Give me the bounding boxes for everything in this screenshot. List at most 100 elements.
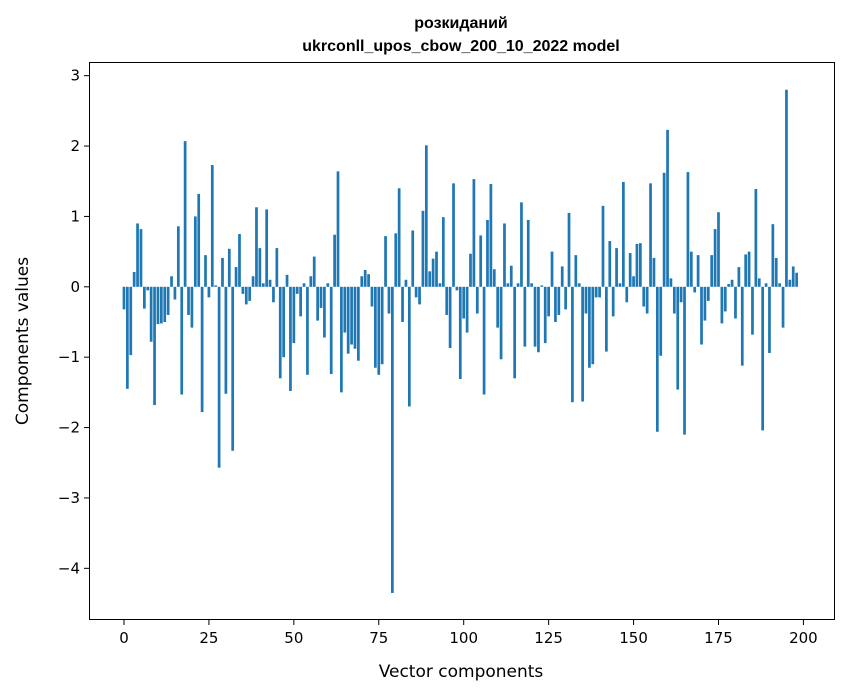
bar [645, 286, 649, 314]
bar [272, 286, 275, 303]
bar [523, 286, 527, 347]
bar [207, 286, 211, 298]
bar [217, 286, 221, 468]
bar [418, 286, 421, 305]
bar [588, 286, 591, 368]
bar [605, 286, 608, 352]
bar [771, 224, 775, 287]
bar [282, 286, 285, 358]
bar [221, 257, 224, 287]
bar [143, 286, 146, 309]
bar [679, 286, 683, 303]
bar [438, 283, 442, 287]
bar [564, 286, 567, 310]
bar [516, 283, 520, 287]
y-tick-label: −3 [58, 489, 80, 507]
bar [635, 243, 639, 287]
bar [340, 286, 343, 393]
bar [795, 272, 798, 287]
bar [672, 286, 676, 314]
x-tick-label: 200 [789, 629, 818, 647]
bar [435, 251, 438, 287]
bar [781, 286, 785, 328]
bar [632, 276, 635, 287]
bar [706, 286, 710, 301]
bar [329, 286, 333, 375]
bar [421, 210, 425, 287]
bar [126, 286, 129, 389]
bar [577, 283, 581, 287]
bar [401, 286, 404, 322]
bar [312, 256, 316, 287]
bar [159, 286, 163, 324]
bar [404, 279, 408, 287]
bar [547, 286, 550, 317]
bar [492, 269, 496, 287]
bar [357, 286, 360, 361]
bar [289, 286, 292, 391]
bar [598, 286, 601, 298]
chart-title-line-1: розкиданий [414, 15, 508, 32]
bar [479, 235, 483, 287]
bar [377, 286, 381, 375]
bars [122, 89, 798, 593]
bar [193, 216, 197, 287]
bar [343, 286, 347, 333]
bar [475, 286, 479, 314]
bar [615, 248, 618, 287]
bar [560, 266, 564, 287]
bar [734, 286, 737, 319]
bar [316, 286, 319, 321]
bar [764, 283, 768, 287]
x-tick-label: 25 [199, 629, 218, 647]
bar [309, 276, 313, 287]
bar [190, 286, 194, 328]
bar [509, 265, 513, 287]
bar [584, 286, 588, 314]
bar [788, 279, 792, 287]
bar [129, 286, 133, 356]
x-tick-label: 175 [704, 629, 733, 647]
bar [727, 283, 731, 287]
bar [299, 286, 302, 317]
bar [285, 274, 289, 287]
bar [231, 286, 235, 451]
bar [244, 286, 248, 305]
bar [122, 286, 126, 310]
y-tick-label: 0 [70, 278, 80, 296]
bar [251, 276, 255, 287]
bar [204, 255, 207, 287]
bar [428, 271, 432, 287]
bar [278, 286, 282, 379]
bar [778, 283, 781, 287]
bar [241, 286, 245, 294]
bar [397, 188, 401, 287]
y-tick-label: 2 [70, 137, 80, 155]
bar [567, 212, 571, 287]
bar [625, 286, 629, 303]
bar [132, 272, 136, 287]
bar [737, 267, 741, 287]
bar [176, 226, 180, 287]
bar [472, 179, 476, 287]
x-axis-ticks: 0 25 50 75 100 125 150 175 200 [119, 619, 818, 647]
x-tick-label: 100 [449, 629, 478, 647]
bar [197, 193, 201, 287]
y-tick-label: 3 [70, 67, 80, 85]
bar [608, 241, 612, 287]
bar [414, 286, 418, 298]
bar [153, 286, 156, 406]
bar [360, 276, 364, 287]
bar [571, 286, 574, 403]
y-axis-ticks: −4 −3 −2 −1 0 1 2 3 [58, 67, 90, 577]
bar [557, 286, 561, 315]
bar [407, 286, 411, 407]
y-tick-label: −4 [58, 559, 80, 577]
bar [618, 283, 622, 287]
bar [696, 255, 700, 287]
bar [751, 286, 754, 335]
bar [370, 286, 374, 307]
bar [458, 286, 462, 380]
bar [520, 202, 523, 287]
